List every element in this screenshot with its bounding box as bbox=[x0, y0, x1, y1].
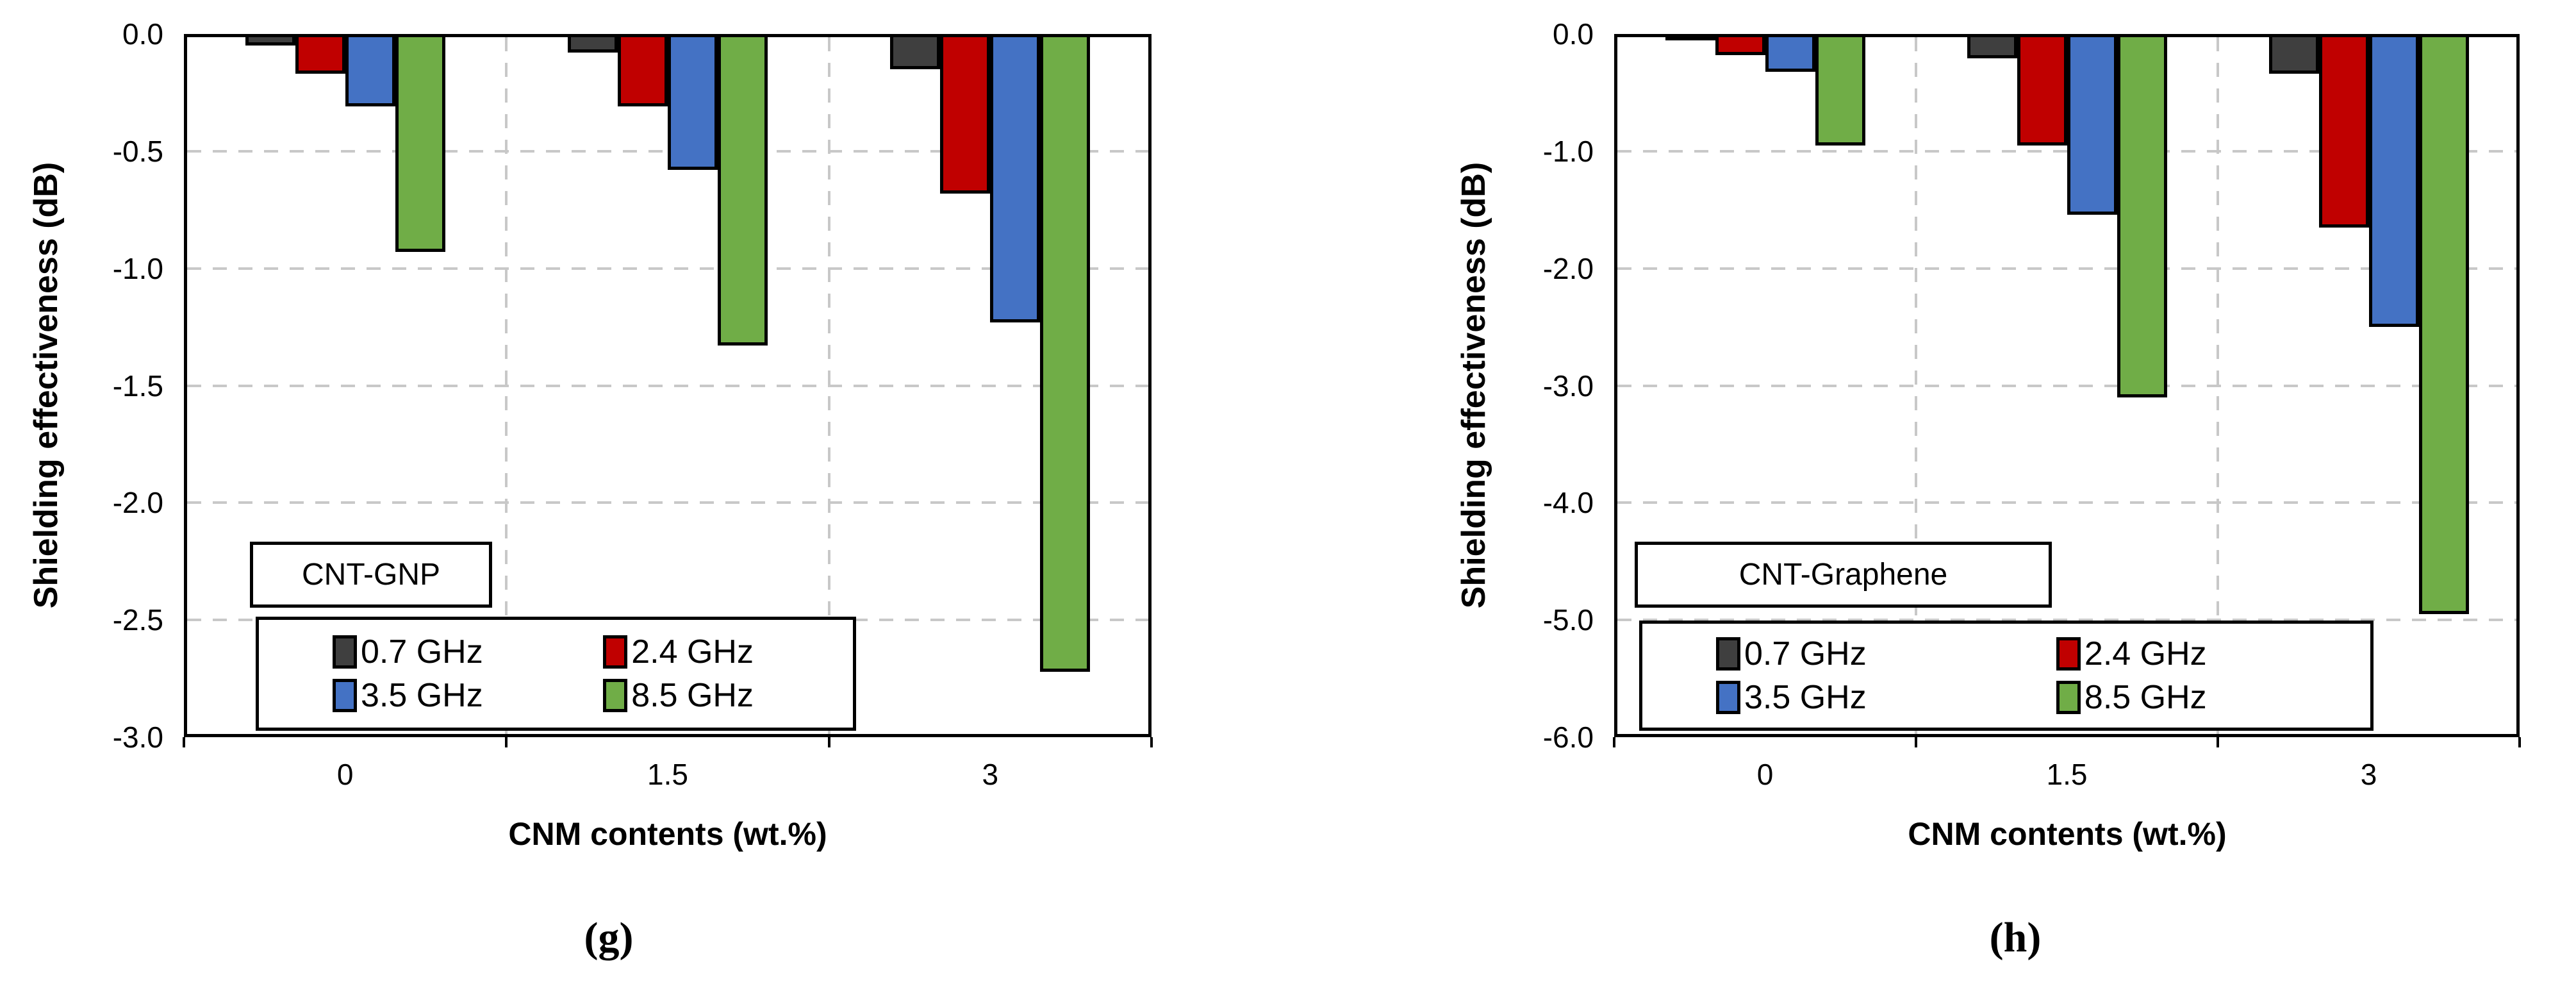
y-axis-tick-label: -3.0 bbox=[112, 721, 163, 754]
x-axis-tickmark bbox=[1613, 737, 1615, 747]
gridline-vertical bbox=[2217, 37, 2219, 734]
panel-caption-g: (g) bbox=[584, 914, 634, 961]
bar-3.5ghz-cat0 bbox=[345, 34, 395, 107]
legend-h: 0.7 GHz 2.4 GHz 3.5 GHz 8.5 GHz bbox=[1639, 621, 2374, 731]
x-axis-tickmark bbox=[2217, 737, 2219, 747]
legend-swatch bbox=[603, 679, 628, 712]
x-axis-tickmark bbox=[1150, 737, 1153, 747]
y-axis-tick-label: -1.5 bbox=[112, 369, 163, 403]
bar-3.5ghz-cat0 bbox=[1765, 34, 1815, 72]
y-axis-tick-label: -1.0 bbox=[1542, 134, 1594, 168]
bar-3.5ghz-cat1 bbox=[668, 34, 718, 171]
y-axis-tick-label: -1.0 bbox=[112, 251, 163, 285]
gridline-horizontal bbox=[1617, 267, 2516, 270]
bar-0.7ghz-cat0 bbox=[1665, 34, 1715, 40]
y-axis-tick-label: -2.5 bbox=[112, 603, 163, 637]
x-axis-tick-label: 0 bbox=[1756, 758, 1774, 791]
bar-3.5ghz-cat1 bbox=[2067, 34, 2117, 215]
x-axis-tick-label: 1.5 bbox=[647, 758, 688, 791]
bar-2.4ghz-cat0 bbox=[295, 34, 345, 74]
x-axis-tick-label: 3 bbox=[2360, 758, 2377, 791]
legend-label: 2.4 GHz bbox=[631, 633, 754, 671]
bar-2.4ghz-cat0 bbox=[1715, 34, 1765, 55]
sample-label-box-g: CNT-GNP bbox=[250, 542, 492, 608]
gridline-vertical bbox=[505, 37, 508, 734]
bar-2.4ghz-cat1 bbox=[2017, 34, 2067, 146]
legend-label: 3.5 GHz bbox=[1744, 679, 1867, 716]
sample-label-h: CNT-Graphene bbox=[1738, 558, 1948, 592]
legend-swatch bbox=[2056, 637, 2081, 671]
gridline-horizontal bbox=[1617, 619, 2516, 622]
legend-label: 8.5 GHz bbox=[631, 677, 754, 714]
gridline-vertical bbox=[827, 37, 830, 734]
bar-3.5ghz-cat2 bbox=[2368, 34, 2419, 328]
legend-label: 3.5 GHz bbox=[361, 677, 483, 714]
legend-swatch bbox=[2056, 681, 2081, 714]
x-axis-tickmark bbox=[827, 737, 830, 747]
bar-0.7ghz-cat1 bbox=[1967, 34, 2017, 59]
x-axis-title-h: CNM contents (wt.%) bbox=[1908, 816, 2227, 852]
legend-entry: 3.5 GHz bbox=[333, 679, 603, 712]
legend-label: 8.5 GHz bbox=[2084, 679, 2207, 716]
y-axis-tick-label: 0.0 bbox=[1553, 17, 1594, 51]
y-axis-tick-label: -0.5 bbox=[112, 134, 163, 168]
bar-2.4ghz-cat2 bbox=[940, 34, 991, 194]
legend-entry: 0.7 GHz bbox=[333, 635, 603, 669]
legend-label: 0.7 GHz bbox=[361, 633, 483, 671]
x-axis-title-g: CNM contents (wt.%) bbox=[508, 816, 827, 852]
bar-0.7ghz-cat2 bbox=[2268, 34, 2319, 74]
y-axis-tick-label: -2.0 bbox=[1542, 251, 1594, 285]
bar-8.5ghz-cat0 bbox=[395, 34, 445, 253]
panel-caption-h: (h) bbox=[1989, 914, 2042, 961]
x-axis-tick-label: 1.5 bbox=[2046, 758, 2088, 791]
x-axis-tickmark bbox=[183, 737, 185, 747]
gridline-horizontal bbox=[187, 384, 1148, 387]
legend-entry: 3.5 GHz bbox=[1716, 681, 2056, 714]
sample-label-g: CNT-GNP bbox=[302, 558, 440, 592]
legend-swatch bbox=[1716, 637, 1740, 671]
y-axis-tick-label: -6.0 bbox=[1542, 721, 1594, 754]
x-axis-tickmark bbox=[2518, 737, 2521, 747]
gridline-horizontal bbox=[187, 267, 1148, 270]
bar-3.5ghz-cat2 bbox=[990, 34, 1041, 322]
y-axis-tick-label: -3.0 bbox=[1542, 369, 1594, 403]
bar-0.7ghz-cat0 bbox=[245, 34, 295, 46]
bar-0.7ghz-cat1 bbox=[568, 34, 618, 53]
y-axis-tick-label: 0.0 bbox=[122, 17, 163, 51]
legend-label: 2.4 GHz bbox=[2084, 635, 2207, 672]
bar-2.4ghz-cat1 bbox=[618, 34, 668, 107]
gridline-horizontal bbox=[187, 501, 1148, 504]
bar-8.5ghz-cat2 bbox=[1040, 34, 1091, 672]
legend-swatch bbox=[333, 679, 357, 712]
bar-8.5ghz-cat1 bbox=[2117, 34, 2167, 397]
bar-8.5ghz-cat0 bbox=[1815, 34, 1865, 146]
sample-label-box-h: CNT-Graphene bbox=[1635, 542, 2052, 608]
legend-entry: 8.5 GHz bbox=[2056, 681, 2370, 714]
x-axis-tickmark bbox=[1915, 737, 1917, 747]
bar-0.7ghz-cat2 bbox=[890, 34, 941, 69]
legend-swatch bbox=[603, 635, 628, 669]
bar-2.4ghz-cat2 bbox=[2318, 34, 2369, 228]
x-axis-tick-label: 3 bbox=[982, 758, 999, 791]
y-axis-tick-label: -4.0 bbox=[1542, 486, 1594, 520]
gridline-horizontal bbox=[1617, 384, 2516, 387]
legend-entry: 2.4 GHz bbox=[603, 635, 853, 669]
bar-8.5ghz-cat2 bbox=[2418, 34, 2469, 615]
y-axis-tick-label: -2.0 bbox=[112, 486, 163, 520]
legend-swatch bbox=[333, 635, 357, 669]
legend-entry: 8.5 GHz bbox=[603, 679, 853, 712]
gridline-vertical bbox=[1915, 37, 1917, 734]
x-axis-tick-label: 0 bbox=[336, 758, 354, 791]
legend-entry: 0.7 GHz bbox=[1716, 637, 2056, 671]
bar-8.5ghz-cat1 bbox=[718, 34, 768, 346]
legend-g: 0.7 GHz 2.4 GHz 3.5 GHz 8.5 GHz bbox=[256, 617, 856, 731]
legend-label: 0.7 GHz bbox=[1744, 635, 1867, 672]
gridline-horizontal bbox=[1617, 501, 2516, 504]
legend-swatch bbox=[1716, 681, 1740, 714]
legend-entry: 2.4 GHz bbox=[2056, 637, 2370, 671]
x-axis-tickmark bbox=[505, 737, 508, 747]
y-axis-tick-label: -5.0 bbox=[1542, 603, 1594, 637]
